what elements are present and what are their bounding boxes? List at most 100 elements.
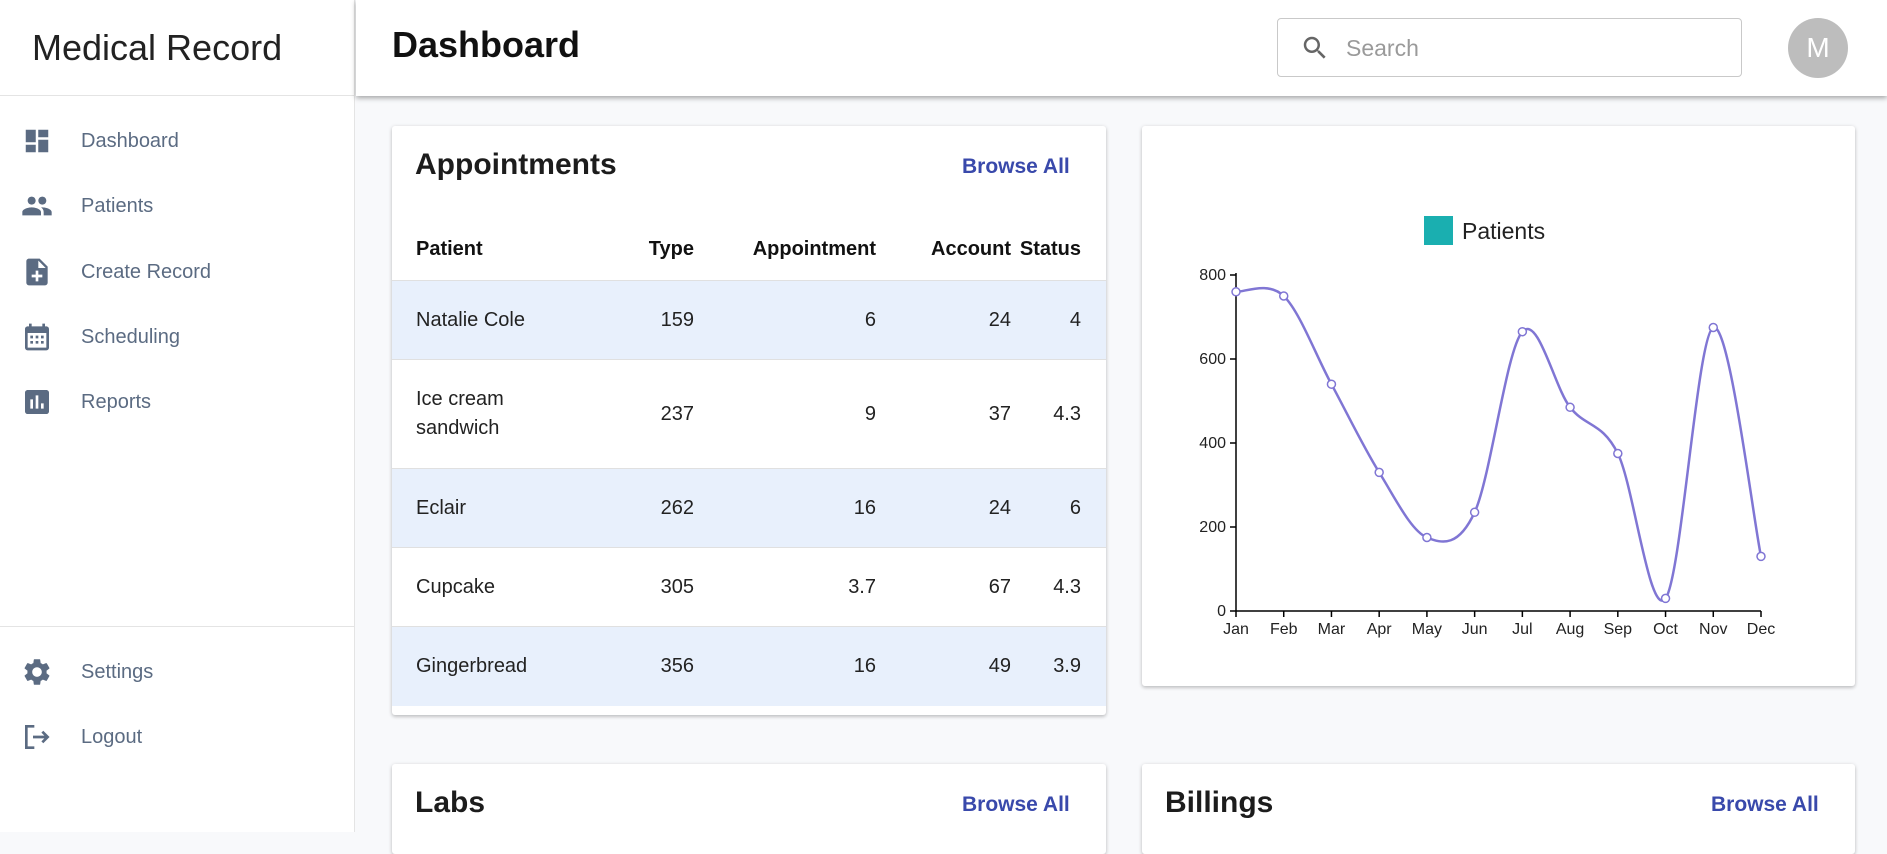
appointments-title: Appointments [415,148,617,181]
cell-patient: Cupcake [416,575,495,598]
cell-patient: Eclair [392,468,605,548]
x-tick-label: Jun [1462,621,1488,638]
page-title: Dashboard [392,24,581,65]
cell-appointment: 16 [695,626,877,706]
sidebar: Medical Record Dashboard Patients Create… [0,0,355,832]
appointments-card: Appointments Browse All Patient Type App… [392,126,1106,715]
cell-status: 4.3 [1053,575,1081,598]
y-tick-label: 200 [1199,519,1226,536]
sidebar-item-scheduling[interactable]: Scheduling [0,310,354,364]
cell-patient: Natalie Cole [392,280,605,360]
cell-patient: Ice cream sandwich [392,360,605,469]
note-add-icon [21,256,53,288]
cell-patient-text: Ice cream sandwich [416,388,504,439]
cell-appointment: 3.7 [848,575,876,598]
cell-account: 37 [988,402,1011,425]
sidebar-item-label: Settings [81,660,154,683]
cell-account: 67 [988,575,1011,598]
labs-card: Labs Browse All [392,764,1106,854]
column-header-account[interactable]: Account [931,237,1011,260]
table-row[interactable]: Ice cream sandwich 237 9 37 4.3 [392,359,1106,469]
cell-patient: Gingerbread [392,626,605,706]
billings-card: Billings Browse All [1142,764,1855,854]
cell-appointment: 16 [695,468,877,548]
cell-appointment: 9 [864,402,876,425]
sidebar-item-settings[interactable]: Settings [0,645,354,699]
sidebar-item-create-record[interactable]: Create Record [0,245,354,299]
data-point-jul [1517,326,1528,337]
sidebar-item-label: Create Record [81,260,212,283]
search-input[interactable] [1344,29,1728,68]
cell-status: 6 [1012,468,1106,548]
y-tick-label: 600 [1199,351,1226,368]
cell-status: 4 [1012,280,1106,360]
sidebar-item-logout[interactable]: Logout [0,710,354,764]
column-header-type[interactable]: Type [648,237,694,260]
x-tick-label: May [1412,621,1442,638]
column-header-appointment[interactable]: Appointment [752,237,876,260]
data-point-jun [1469,507,1480,518]
billings-browse-all-link[interactable]: Browse All [1711,793,1819,816]
x-tick-label: Jul [1512,621,1532,638]
dashboard-icon [21,125,53,157]
cell-type: 356 [605,626,695,706]
sidebar-item-label: Scheduling [81,325,180,348]
data-point-aug [1565,402,1575,413]
labs-browse-all-link[interactable]: Browse All [962,793,1070,816]
cell-account: 49 [877,626,1012,706]
x-tick-label: Feb [1270,621,1298,638]
cell-type: 237 [660,402,694,425]
sidebar-divider [0,626,354,627]
x-tick-label: Jan [1223,621,1249,638]
data-point-jan [1231,287,1241,297]
cell-appointment: 6 [695,280,877,360]
avatar[interactable]: M [1788,18,1848,78]
data-point-sep [1613,448,1623,459]
sidebar-item-reports[interactable]: Reports [0,375,354,429]
billings-title: Billings [1165,786,1274,819]
cell-type: 262 [605,468,695,548]
assessment-icon [21,386,53,418]
column-header-patient[interactable]: Patient [416,237,483,260]
cell-type: 159 [605,280,695,360]
cell-type: 305 [660,575,694,598]
table-row[interactable]: Natalie Cole 159 6 24 4 [392,280,1106,360]
patients-line-chart: Patients 0 200 400 600 800 Jan Feb Mar Apr May Jun J… [1199,216,1775,638]
patients-chart-card: Patients 0 200 400 600 800 Jan Feb Mar Apr May Jun J… [1142,126,1855,686]
x-tick-label: Oct [1653,621,1678,638]
cell-account: 24 [877,468,1012,548]
y-tick-label: 0 [1217,603,1226,620]
sidebar-item-patients[interactable]: Patients [0,179,354,233]
table-header-row: Patient Type Appointment Account Status [392,218,1106,281]
cell-status: 4.3 [1053,402,1081,425]
x-tick-label: Aug [1556,621,1584,638]
table-row[interactable]: Cupcake 305 3.7 67 4.3 [392,547,1106,627]
series-line-patients [1235,286,1763,602]
cell-status: 3.9 [1012,626,1106,706]
data-point-feb [1278,291,1289,301]
people-icon [21,190,53,222]
sidebar-item-label: Dashboard [81,129,179,152]
column-header-status[interactable]: Status [1019,237,1081,260]
sidebar-item-label: Reports [81,390,152,413]
data-point-dec [1756,551,1766,562]
appointments-browse-all-link[interactable]: Browse All [962,155,1070,178]
data-point-oct [1660,593,1671,604]
sidebar-item-label: Patients [81,194,154,217]
sidebar-item-dashboard[interactable]: Dashboard [0,114,354,168]
labs-title: Labs [415,786,486,819]
top-bar: Dashboard M [356,0,1887,96]
table-row[interactable]: Gingerbread 356 16 49 3.9 [392,626,1106,706]
appointments-table: Patient Type Appointment Account Status … [392,218,1106,706]
data-point-may [1422,532,1432,543]
data-point-mar [1326,379,1337,389]
app-title: Medical Record [0,0,354,96]
calendar-icon [21,321,53,353]
data-point-apr [1374,467,1384,478]
search-icon [1300,33,1330,68]
data-point-nov [1708,322,1719,333]
x-tick-label: Apr [1367,621,1393,638]
legend-swatch [1424,216,1453,245]
table-row[interactable]: Eclair 262 16 24 6 [392,468,1106,548]
search-box[interactable] [1277,18,1742,77]
